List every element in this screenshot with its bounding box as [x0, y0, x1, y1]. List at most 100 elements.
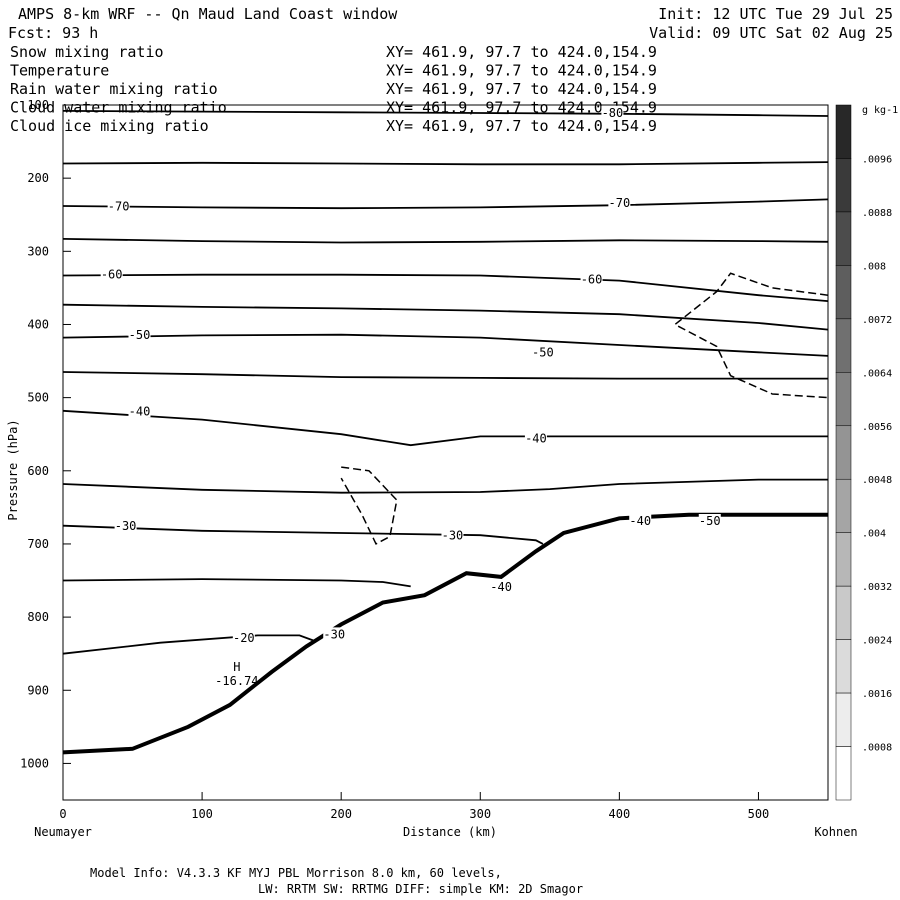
cloud-contour: [340, 466, 398, 545]
contour-label-bg: [100, 267, 123, 281]
y-tick-label: 600: [27, 464, 49, 478]
x-tick-label: 400: [609, 807, 631, 821]
contour-label: -70: [609, 196, 631, 210]
y-tick-label: 800: [27, 610, 49, 624]
colorbar-swatch: [835, 104, 852, 159]
colorbar-swatch: [835, 746, 852, 801]
y-tick-label: 300: [27, 244, 49, 258]
y-axis-ticks: 100 200 300 400 500 600 700 800 900 1000: [20, 98, 71, 770]
chart-title: AMPS 8-km WRF -- Qn Maud Land Coast wind…: [18, 5, 398, 23]
isotherm-line: [62, 578, 411, 588]
y-tick-label: 1000: [20, 756, 49, 770]
colorbar: .0096 .0088 .008 .0072 .0064 .0056 .0048 .004 .0…: [835, 104, 892, 801]
isotherm-lines: [62, 110, 829, 655]
colorbar-swatch: [835, 211, 852, 266]
valid-time: Valid: 09 UTC Sat 02 Aug 25: [649, 24, 893, 42]
contour-label-bg: [629, 514, 652, 527]
contour-label: -60: [581, 273, 603, 287]
contour-label-bg: [698, 514, 721, 527]
x-axis-label: Distance (km): [403, 825, 497, 839]
cloud-contours: [340, 272, 829, 545]
contour-labels: -80 -70 -70 -60 -60 -50 -50 -40 -40 -40 -40 -30 -30 -…: [100, 105, 721, 645]
contour-label-bg: [107, 199, 130, 213]
contour-label: -50: [532, 346, 554, 360]
y-tick-label: 700: [27, 537, 49, 551]
y-tick-label: 100: [27, 98, 49, 112]
isotherm-line: [62, 161, 829, 166]
contour-label: -40: [129, 404, 151, 418]
contour-label-bg: [323, 627, 346, 641]
y-tick-label: 200: [27, 171, 49, 185]
field-xy: XY= 461.9, 97.7 to 424.0,154.9: [386, 117, 657, 135]
terrain-line: [62, 512, 828, 755]
colorbar-tick-label: .008: [862, 261, 886, 272]
isotherm-line: [62, 110, 829, 117]
x-right-station: Kohnen: [814, 825, 857, 839]
isotherm-line: [62, 524, 544, 545]
y-axis-label: Pressure (hPa): [6, 419, 20, 520]
colorbar-tick-label: .0048: [862, 475, 892, 486]
colorbar-tick-label: .0096: [862, 154, 892, 165]
contour-label-bg: [601, 105, 624, 119]
isotherm-line: [62, 333, 829, 357]
colorbar-swatch: [835, 318, 852, 373]
contour-label: -60: [101, 267, 123, 281]
contour-label: -50: [699, 514, 721, 528]
contour-label: -50: [129, 328, 151, 342]
x-tick-label: 500: [748, 807, 770, 821]
model-info-line2: LW: RRTM SW: RRTMG DIFF: simple KM: 2D S…: [258, 882, 583, 896]
contour-label: -40: [525, 431, 547, 445]
isotherm-line: [62, 478, 828, 494]
x-tick-label: 0: [59, 807, 66, 821]
terrain-boundary: [62, 512, 828, 755]
colorbar-swatch: [835, 585, 852, 640]
y-tick-label: 400: [27, 317, 49, 331]
colorbar-tick-label: .0032: [862, 582, 892, 593]
isotherm-line: [62, 409, 828, 447]
colorbar-tick-label: .0024: [862, 636, 892, 647]
contour-label-bg: [580, 272, 603, 286]
contour-label-bg: [531, 345, 554, 359]
colorbar-unit: g kg-1: [862, 105, 898, 116]
field-xy: XY= 461.9, 97.7 to 424.0,154.9: [386, 62, 657, 80]
y-tick-label: 500: [27, 391, 49, 405]
high-marker: H: [233, 660, 240, 674]
isotherm-line: [62, 303, 829, 331]
field-name: Snow mixing ratio: [10, 43, 164, 61]
x-left-station: Neumayer: [34, 825, 92, 839]
contour-label-bg: [232, 631, 255, 645]
isotherm-line: [62, 273, 829, 302]
colorbar-swatch: [835, 692, 852, 747]
contour-label: -80: [602, 106, 624, 120]
colorbar-swatch: [835, 425, 852, 480]
plot-frame: [62, 104, 829, 801]
field-xy: XY= 461.9, 97.7 to 424.0,154.9: [386, 80, 657, 98]
colorbar-swatch: [835, 372, 852, 427]
contour-label-bg: [524, 431, 547, 445]
init-time: Init: 12 UTC Tue 29 Jul 25: [658, 5, 893, 23]
contour-label-bg: [114, 519, 137, 533]
colorbar-swatch: [835, 478, 852, 533]
contour-label: -30: [323, 627, 345, 641]
colorbar-tick-label: .0016: [862, 689, 892, 700]
contour-label: -40: [490, 580, 512, 594]
contour-label-bg: [128, 404, 151, 418]
y-tick-label: 900: [27, 683, 49, 697]
x-axis-ticks: 0 100 200 300 400 500: [59, 792, 769, 821]
contour-label: -40: [629, 514, 651, 528]
model-info-line1: Model Info: V4.3.3 KF MYJ PBL Morrison 8…: [90, 866, 502, 880]
high-marker-value: -16.74: [215, 674, 258, 688]
colorbar-tick-label: .004: [862, 529, 886, 540]
colorbar-swatch: [835, 265, 852, 320]
contour-label: -20: [233, 631, 255, 645]
field-name: Rain water mixing ratio: [10, 80, 218, 98]
colorbar-swatch: [835, 158, 852, 213]
contour-label-bg: [128, 328, 151, 342]
field-list: Snow mixing ratio XY= 461.9, 97.7 to 424.…: [10, 43, 657, 135]
isotherm-line: [62, 371, 828, 380]
field-xy: XY= 461.9, 97.7 to 424.0,154.9: [386, 43, 657, 61]
colorbar-tick-label: .0008: [862, 743, 892, 754]
isotherm-line: [62, 198, 829, 210]
colorbar-tick-label: .0056: [862, 422, 892, 433]
